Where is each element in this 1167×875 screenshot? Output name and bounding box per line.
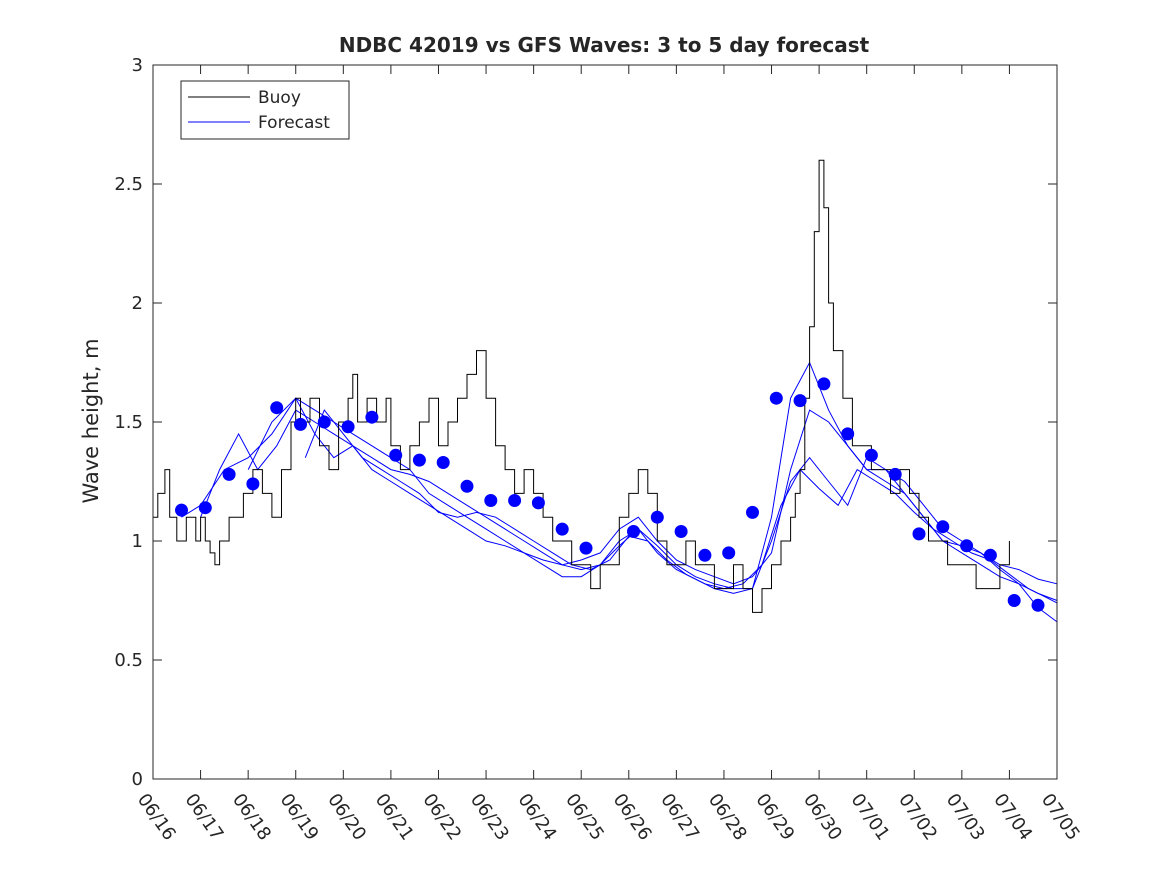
forecast-marker-6	[294, 417, 307, 431]
forecast-marker-20	[650, 510, 664, 524]
forecast-marker-21	[674, 525, 688, 538]
y-tick-label: 1.5	[114, 412, 143, 433]
forecast-marker-15	[508, 494, 522, 507]
chart-title: NDBC 42019 vs GFS Waves: 3 to 5 day fore…	[339, 33, 870, 57]
y-tick-label: 1	[132, 531, 143, 552]
forecast-marker-27	[817, 377, 831, 391]
y-tick-label: 3	[132, 55, 143, 76]
y-tick-label: 0.5	[114, 650, 143, 671]
forecast-marker-4	[246, 477, 260, 491]
forecast-marker-19	[627, 525, 640, 538]
forecast-marker-23	[722, 546, 736, 560]
legend-box	[180, 80, 350, 140]
buoy-line	[153, 159, 1010, 613]
legend-buoy-label: Buoy	[258, 88, 301, 108]
y-tick-label: 2.5	[114, 174, 143, 195]
forecast-marker-11	[412, 453, 426, 467]
forecast-marker-2	[198, 501, 212, 515]
forecast-marker-5	[270, 401, 284, 415]
forecast-marker-9	[365, 410, 379, 424]
forecast-marker-25	[769, 391, 783, 405]
forecast-marker-14	[484, 494, 498, 507]
forecast-marker-16	[531, 496, 545, 510]
forecast-marker-26	[793, 394, 807, 408]
forecast-marker-31	[912, 527, 926, 541]
forecast-line-4	[304, 409, 1058, 604]
y-tick-label: 2	[132, 293, 143, 314]
forecast-marker-1	[175, 503, 188, 517]
forecast-marker-10	[389, 448, 403, 462]
forecast-marker-29	[864, 448, 878, 462]
forecast-marker-22	[698, 548, 712, 562]
forecast-marker-30	[888, 467, 902, 481]
forecast-marker-18	[579, 541, 593, 555]
forecast-marker-28	[841, 427, 855, 441]
forecast-marker-34	[983, 548, 997, 562]
forecast-marker-17	[555, 522, 569, 536]
forecast-marker-33	[960, 539, 974, 553]
forecast-marker-36	[1031, 598, 1045, 612]
forecast-marker-8	[341, 420, 355, 434]
forecast-marker-32	[936, 520, 950, 534]
forecast-marker-7	[317, 415, 331, 429]
y-axis-label: Wave height, m	[79, 338, 103, 503]
forecast-marker-24	[746, 505, 759, 519]
legend: Buoy Forecast	[180, 80, 350, 140]
y-tick-label: 0	[132, 769, 143, 790]
plot-background	[153, 65, 1057, 779]
legend-forecast-label: Forecast	[258, 113, 330, 133]
forecast-marker-13	[460, 479, 474, 493]
plot-area	[153, 65, 1058, 779]
forecast-marker-35	[1007, 594, 1021, 607]
forecast-marker-3	[222, 467, 236, 481]
forecast-marker-12	[436, 456, 450, 469]
